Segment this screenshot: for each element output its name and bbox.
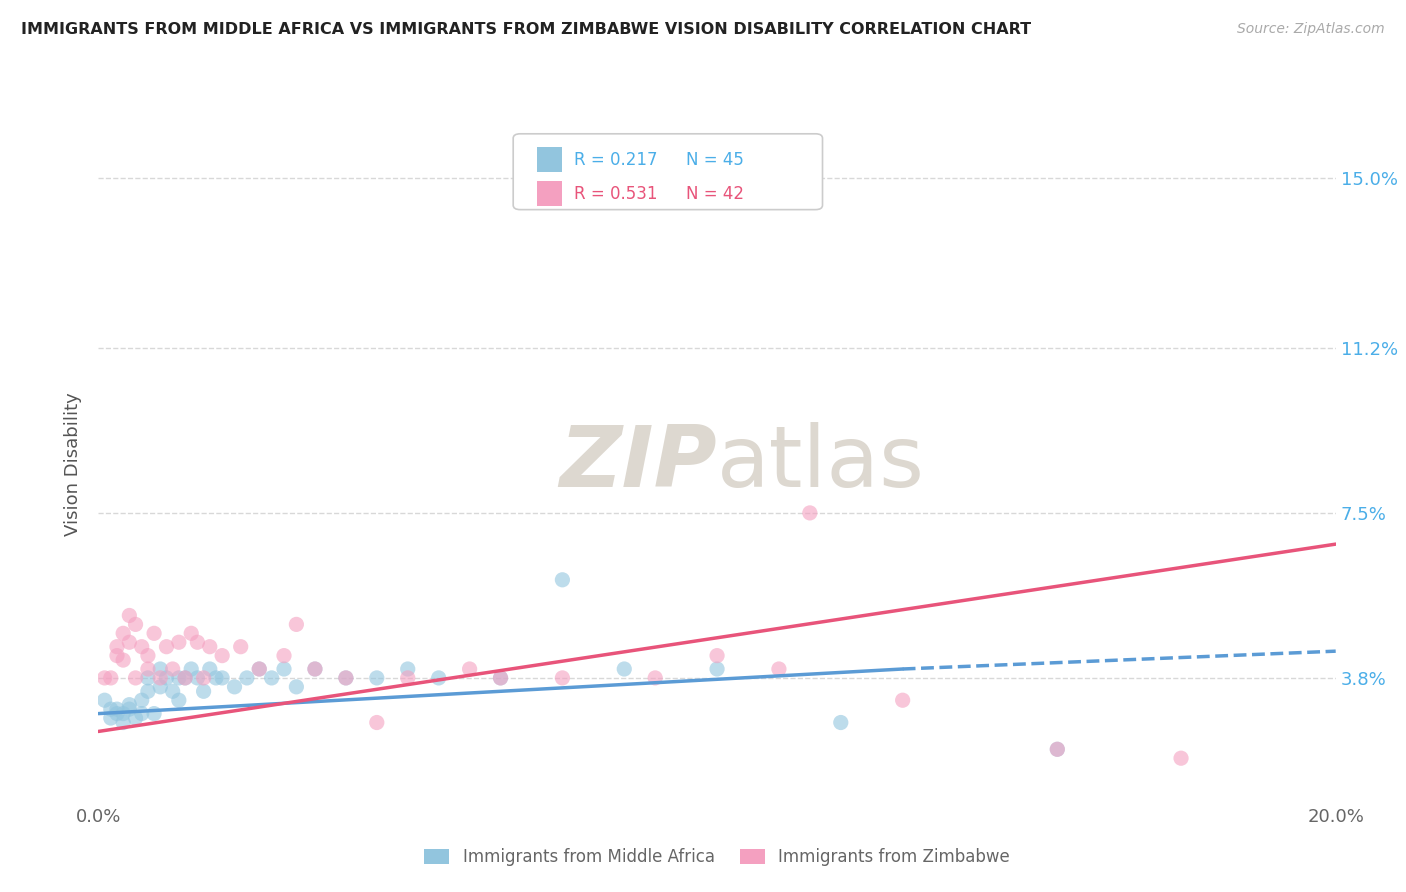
Text: ZIP: ZIP xyxy=(560,422,717,506)
Point xyxy=(706,648,728,663)
Text: Source: ZipAtlas.com: Source: ZipAtlas.com xyxy=(1237,22,1385,37)
Point xyxy=(143,706,166,721)
Point xyxy=(396,662,419,676)
Point xyxy=(155,671,177,685)
Legend: Immigrants from Middle Africa, Immigrants from Zimbabwe: Immigrants from Middle Africa, Immigrant… xyxy=(418,841,1017,872)
Point xyxy=(489,671,512,685)
Point xyxy=(162,684,184,698)
Point xyxy=(768,662,790,676)
Point xyxy=(149,680,172,694)
Point xyxy=(136,662,159,676)
Point xyxy=(489,671,512,685)
Point xyxy=(105,648,128,663)
Point xyxy=(167,693,190,707)
Point xyxy=(93,693,115,707)
Point xyxy=(118,635,141,649)
Point xyxy=(229,640,252,654)
Point xyxy=(644,671,666,685)
Point xyxy=(124,617,146,632)
Point xyxy=(224,680,246,694)
Point xyxy=(799,506,821,520)
Point xyxy=(198,662,221,676)
Point xyxy=(162,662,184,676)
Point xyxy=(149,662,172,676)
Point xyxy=(304,662,326,676)
Point xyxy=(335,671,357,685)
Point xyxy=(211,671,233,685)
Point xyxy=(131,640,153,654)
Point xyxy=(247,662,270,676)
Point xyxy=(143,626,166,640)
Point xyxy=(100,671,122,685)
Text: atlas: atlas xyxy=(717,422,925,506)
Point xyxy=(118,702,141,716)
Point xyxy=(136,648,159,663)
Point xyxy=(193,684,215,698)
Point xyxy=(167,635,190,649)
Point xyxy=(551,573,574,587)
Point xyxy=(112,626,135,640)
Point xyxy=(131,693,153,707)
Point xyxy=(149,671,172,685)
Point xyxy=(136,684,159,698)
Point xyxy=(112,715,135,730)
Point xyxy=(458,662,481,676)
Point xyxy=(236,671,259,685)
Point xyxy=(551,671,574,685)
Point xyxy=(100,711,122,725)
Point xyxy=(118,608,141,623)
Point xyxy=(260,671,283,685)
Point xyxy=(100,702,122,716)
Point xyxy=(124,711,146,725)
Point xyxy=(155,640,177,654)
Point xyxy=(1046,742,1069,756)
Point xyxy=(112,653,135,667)
Point xyxy=(180,662,202,676)
Point xyxy=(136,671,159,685)
Point xyxy=(186,671,208,685)
Point xyxy=(891,693,914,707)
Point xyxy=(304,662,326,676)
Point xyxy=(273,662,295,676)
Point xyxy=(112,706,135,721)
Point xyxy=(1170,751,1192,765)
Point xyxy=(131,706,153,721)
Point xyxy=(396,671,419,685)
Point xyxy=(105,702,128,716)
Point xyxy=(118,698,141,712)
Text: R = 0.217: R = 0.217 xyxy=(574,151,657,169)
Point xyxy=(180,626,202,640)
Point xyxy=(211,648,233,663)
Point xyxy=(186,635,208,649)
Point xyxy=(706,662,728,676)
Point xyxy=(613,662,636,676)
Point xyxy=(247,662,270,676)
Point xyxy=(1046,742,1069,756)
Text: IMMIGRANTS FROM MIDDLE AFRICA VS IMMIGRANTS FROM ZIMBABWE VISION DISABILITY CORR: IMMIGRANTS FROM MIDDLE AFRICA VS IMMIGRA… xyxy=(21,22,1031,37)
Point xyxy=(366,715,388,730)
Text: N = 45: N = 45 xyxy=(686,151,744,169)
Point xyxy=(167,671,190,685)
Point xyxy=(193,671,215,685)
Point xyxy=(285,680,308,694)
Point xyxy=(205,671,228,685)
Point xyxy=(366,671,388,685)
Point xyxy=(93,671,115,685)
Point xyxy=(174,671,197,685)
Point xyxy=(273,648,295,663)
Point xyxy=(174,671,197,685)
Point xyxy=(124,671,146,685)
Point xyxy=(198,640,221,654)
Y-axis label: Vision Disability: Vision Disability xyxy=(65,392,83,536)
Text: N = 42: N = 42 xyxy=(686,185,744,202)
Point xyxy=(335,671,357,685)
Point xyxy=(105,706,128,721)
Point xyxy=(427,671,450,685)
Point xyxy=(830,715,852,730)
Point xyxy=(105,640,128,654)
Text: R = 0.531: R = 0.531 xyxy=(574,185,657,202)
Point xyxy=(285,617,308,632)
